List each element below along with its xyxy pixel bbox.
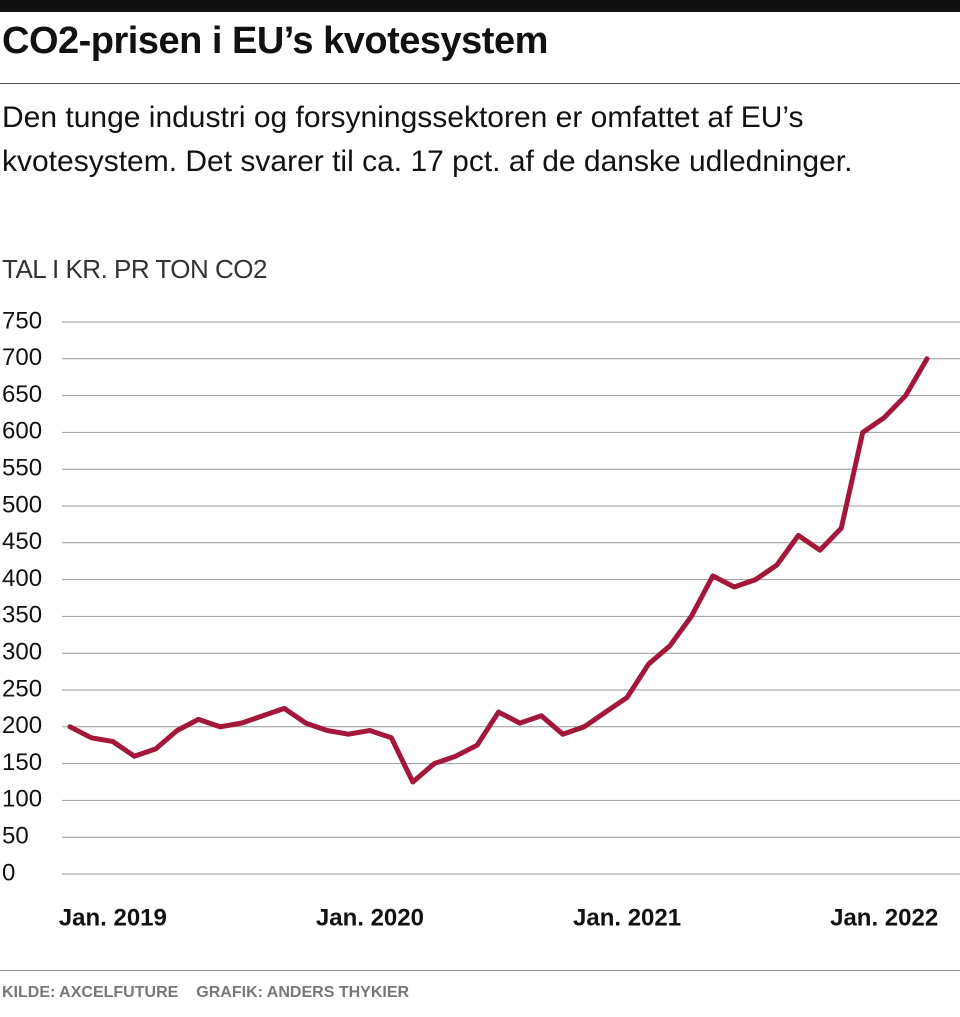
y-tick-label: 100	[2, 786, 42, 813]
footer: KILDE: AXCELFUTURE GRAFIK: ANDERS THYKIER	[2, 984, 409, 1002]
y-tick-label: 300	[2, 639, 42, 666]
y-tick-label: 400	[2, 565, 42, 592]
y-tick-label: 250	[2, 675, 42, 702]
y-tick-label: 350	[2, 602, 42, 629]
rule	[0, 83, 960, 84]
y-tick-label: 700	[2, 344, 42, 371]
rule	[0, 970, 960, 971]
y-tick-label: 550	[2, 455, 42, 482]
y-tick-label: 150	[2, 749, 42, 776]
credit: GRAFIK: ANDERS THYKIER	[196, 984, 410, 1001]
x-tick-label: Jan. 2019	[59, 904, 167, 931]
x-tick-label: Jan. 2020	[316, 904, 424, 931]
chart-subtitle: Den tunge industri og forsyningssektoren…	[2, 101, 853, 178]
chart-title: CO2-prisen i EU’s kvotesystem	[2, 20, 548, 62]
x-tick-label: Jan. 2022	[830, 904, 938, 931]
y-axis-label: TAL I KR. PR TON CO2	[2, 254, 268, 284]
chart: 0 50 100 150 200 250 300 350 400 450 500 550 600 650 7…	[2, 307, 960, 931]
line	[67, 356, 930, 785]
y-tick-label: 600	[2, 418, 42, 445]
y-tick-label: 0	[2, 859, 15, 886]
y-tick-label: 200	[2, 712, 42, 739]
y-tick-label: 750	[2, 307, 42, 334]
source: KILDE: AXCELFUTURE	[2, 984, 179, 1001]
top-bar	[0, 0, 960, 12]
y-tick-label: 650	[2, 381, 42, 408]
y-tick-label: 450	[2, 528, 42, 555]
y-tick-label: 50	[2, 823, 29, 850]
x-tick-label: Jan. 2021	[573, 904, 681, 931]
y-tick-label: 500	[2, 491, 42, 518]
